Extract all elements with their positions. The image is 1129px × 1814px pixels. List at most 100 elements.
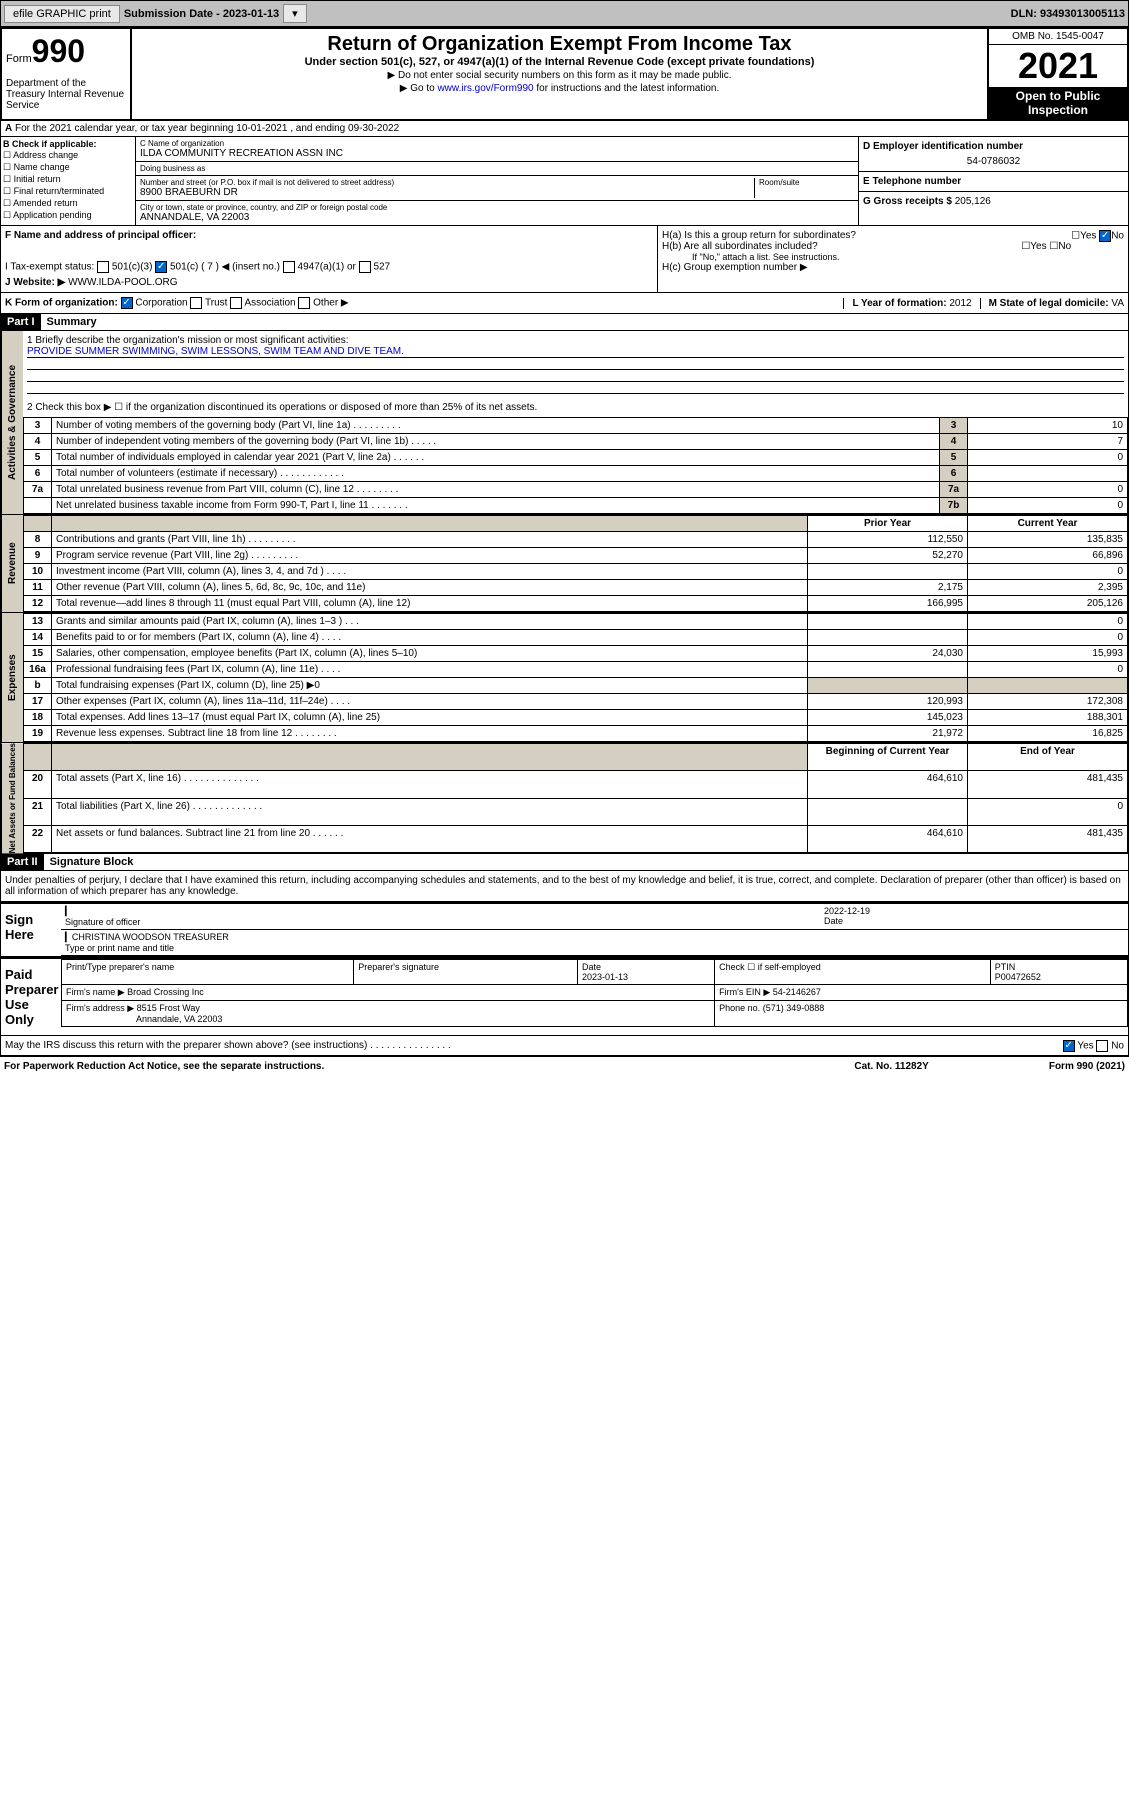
sign-here-label: Sign Here <box>1 904 61 956</box>
sidebar-net: Net Assets or Fund Balances <box>1 743 23 853</box>
part2-header: Part II Signature Block <box>0 854 1129 871</box>
submission-date: Submission Date - 2023-01-13 <box>124 8 279 20</box>
line2: 2 Check this box ▶ ☐ if the organization… <box>27 402 1124 413</box>
ein-label: D Employer identification number <box>863 141 1023 152</box>
tax-year-line: A For the 2021 calendar year, or tax yea… <box>0 121 1129 137</box>
name-label: C Name of organization <box>140 139 854 148</box>
sidebar-expenses: Expenses <box>1 613 23 742</box>
footer-mid: Cat. No. 11282Y <box>854 1061 928 1072</box>
org-name: ILDA COMMUNITY RECREATION ASSN INC <box>140 148 854 159</box>
line1-label: 1 Briefly describe the organization's mi… <box>27 335 1124 346</box>
form-note-1: ▶ Do not enter social security numbers o… <box>136 70 983 81</box>
hb-label: H(b) Are all subordinates included? <box>662 241 818 252</box>
year-block: OMB No. 1545-0047 2021 Open to Public In… <box>987 29 1127 119</box>
firm-phone: (571) 349-0888 <box>763 1003 825 1013</box>
part2-title: Signature Block <box>44 854 140 870</box>
gross: 205,126 <box>955 196 991 207</box>
part1-net: Net Assets or Fund Balances Beginning of… <box>0 743 1129 854</box>
cb-amended[interactable]: ☐ Amended return <box>3 198 133 209</box>
form-number-block: Form990 Department of the Treasury Inter… <box>2 29 132 119</box>
cb-may-no[interactable] <box>1096 1040 1108 1052</box>
footer: For Paperwork Reduction Act Notice, see … <box>0 1056 1129 1076</box>
form-prefix: Form <box>6 53 32 65</box>
tax-year: 2021 <box>989 45 1127 87</box>
part1-governance: Activities & Governance 1 Briefly descri… <box>0 331 1129 515</box>
form-subtitle: Under section 501(c), 527, or 4947(a)(1)… <box>136 56 983 68</box>
street: 8900 BRAEBURN DR <box>140 187 754 198</box>
dba-label: Doing business as <box>140 164 854 173</box>
form-header: Form990 Department of the Treasury Inter… <box>0 27 1129 121</box>
cb-final[interactable]: ☐ Final return/terminated <box>3 186 133 197</box>
expenses-table: 13Grants and similar amounts paid (Part … <box>23 613 1128 742</box>
irs-link[interactable]: www.irs.gov/Form990 <box>437 83 533 94</box>
paid-preparer-block: Paid Preparer Use Only Print/Type prepar… <box>0 957 1129 1036</box>
self-emp: Check ☐ if self-employed <box>715 960 991 985</box>
dropdown-button[interactable]: ▾ <box>283 4 307 23</box>
revenue-table: Prior YearCurrent Year 8Contributions an… <box>23 515 1128 612</box>
box-b: B Check if applicable: ☐ Address change … <box>1 137 136 225</box>
box-d-e-g: D Employer identification number 54-07860… <box>858 137 1128 225</box>
hb-note: If "No," attach a list. See instructions… <box>692 252 1124 262</box>
firm-ein: 54-2146267 <box>773 987 821 997</box>
cb-initial[interactable]: ☐ Initial return <box>3 174 133 185</box>
cb-assoc[interactable] <box>230 297 242 309</box>
may-irs-row: May the IRS discuss this return with the… <box>0 1036 1129 1056</box>
room-label: Room/suite <box>759 178 854 187</box>
part1-title: Summary <box>41 314 103 330</box>
domicile: VA <box>1111 298 1124 309</box>
part1-header: Part I Summary <box>0 314 1129 331</box>
part2-label: Part II <box>1 854 44 870</box>
hc-label: H(c) Group exemption number ▶ <box>662 262 1124 273</box>
cb-trust[interactable] <box>190 297 202 309</box>
part1-label: Part I <box>1 314 41 330</box>
form-title: Return of Organization Exempt From Incom… <box>136 33 983 56</box>
firm-name: Broad Crossing Inc <box>127 987 204 997</box>
paid-label: Paid Preparer Use Only <box>1 959 61 1035</box>
firm-city: Annandale, VA 22003 <box>136 1014 222 1024</box>
efile-button[interactable]: efile GRAPHIC print <box>4 5 120 23</box>
ptin: P00472652 <box>995 972 1041 982</box>
gross-label: G Gross receipts $ <box>863 196 952 207</box>
box-f-h: F Name and address of principal officer:… <box>0 226 1129 293</box>
ein: 54-0786032 <box>863 156 1124 167</box>
cb-corp[interactable]: ✓ <box>121 297 133 309</box>
formation-year: 2012 <box>949 298 971 309</box>
officer-sig-name: CHRISTINA WOODSON TREASURER <box>72 932 229 942</box>
cb-other[interactable] <box>298 297 310 309</box>
cb-may-yes[interactable]: ✓ <box>1063 1040 1075 1052</box>
cb-ha-no[interactable]: ✓ <box>1099 230 1111 242</box>
declaration: Under penalties of perjury, I declare th… <box>0 871 1129 902</box>
net-table: Beginning of Current YearEnd of Year 20T… <box>23 743 1128 853</box>
part1-expenses: Expenses 13Grants and similar amounts pa… <box>0 613 1129 743</box>
form-title-block: Return of Organization Exempt From Incom… <box>132 29 987 119</box>
form-number: 990 <box>32 33 85 69</box>
sign-here-block: Sign Here ▎Signature of officer2022-12-1… <box>0 902 1129 957</box>
footer-right: Form 990 (2021) <box>1049 1061 1125 1072</box>
officer-label: F Name and address of principal officer: <box>5 230 196 241</box>
cb-4947[interactable] <box>283 261 295 273</box>
prep-date: 2023-01-13 <box>582 972 628 982</box>
footer-left: For Paperwork Reduction Act Notice, see … <box>4 1061 854 1072</box>
mission: PROVIDE SUMMER SWIMMING, SWIM LESSONS, S… <box>27 346 1124 358</box>
open-inspection: Open to Public Inspection <box>989 87 1127 119</box>
website-label: J Website: ▶ <box>5 277 65 288</box>
header-grid: B Check if applicable: ☐ Address change … <box>0 137 1129 226</box>
part1-revenue: Revenue Prior YearCurrent Year 8Contribu… <box>0 515 1129 613</box>
city: ANNANDALE, VA 22003 <box>140 212 854 223</box>
cb-501c3[interactable] <box>97 261 109 273</box>
cb-app[interactable]: ☐ Application pending <box>3 210 133 221</box>
cb-527[interactable] <box>359 261 371 273</box>
dept-label: Department of the Treasury Internal Reve… <box>6 78 126 111</box>
firm-addr: 8515 Frost Way <box>137 1003 200 1013</box>
cb-501c[interactable]: ✓ <box>155 261 167 273</box>
cb-address[interactable]: ☐ Address change <box>3 150 133 161</box>
street-label: Number and street (or P.O. box if mail i… <box>140 178 754 187</box>
omb-number: OMB No. 1545-0047 <box>989 29 1127 45</box>
website: WWW.ILDA-POOL.ORG <box>68 277 177 288</box>
cb-name[interactable]: ☐ Name change <box>3 162 133 173</box>
form-note-2: ▶ Go to www.irs.gov/Form990 for instruct… <box>136 83 983 94</box>
phone-label: E Telephone number <box>863 176 961 187</box>
topbar: efile GRAPHIC print Submission Date - 20… <box>0 0 1129 27</box>
city-label: City or town, state or province, country… <box>140 203 854 212</box>
box-c: C Name of organizationILDA COMMUNITY REC… <box>136 137 858 225</box>
